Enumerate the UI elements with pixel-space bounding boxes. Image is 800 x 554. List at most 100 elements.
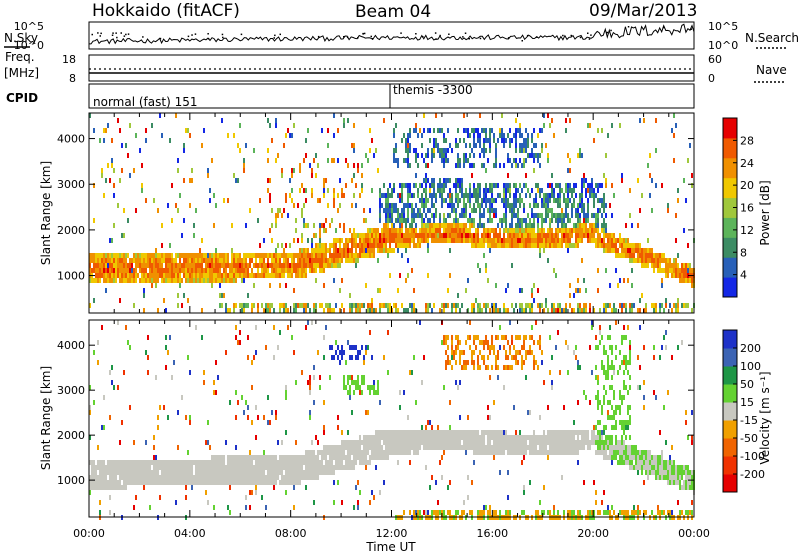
power-cell [339, 248, 341, 253]
velocity-cell [447, 435, 449, 440]
velocity-cell [217, 460, 219, 465]
velocity-cell [359, 460, 361, 465]
power-cell [479, 113, 481, 118]
velocity-cell [377, 440, 379, 445]
power-cell [503, 228, 505, 233]
velocity-cell [551, 380, 553, 385]
velocity-cell [549, 430, 551, 435]
velocity-cell [535, 360, 537, 365]
power-cell [381, 193, 383, 198]
power-cell [393, 238, 395, 243]
velocity-cell [451, 355, 453, 360]
velocity-cell [529, 440, 531, 445]
velocity-cell [507, 365, 509, 370]
power-cell [369, 238, 371, 243]
power-cell [483, 238, 485, 243]
power-cell [583, 183, 585, 188]
power-cell [589, 188, 591, 193]
velocity-cell [431, 440, 433, 445]
power-cell [485, 238, 487, 243]
velocity-cell [141, 480, 143, 485]
power-cell [305, 253, 307, 258]
velocity-cell [561, 475, 563, 480]
noise-sky-trace [89, 23, 695, 45]
velocity-cell [559, 440, 561, 445]
power-cell [201, 278, 203, 283]
power-cell [175, 273, 177, 278]
power-cell [621, 248, 623, 253]
power-cell [129, 173, 131, 178]
velocity-cell [147, 370, 149, 375]
power-cell [589, 228, 591, 233]
power-cell [485, 268, 487, 273]
power-cell [385, 213, 387, 218]
power-cell [279, 303, 281, 308]
velocity-cell [243, 480, 245, 485]
power-cell [265, 253, 267, 258]
power-cell [273, 258, 275, 263]
power-cell [487, 138, 489, 143]
power-cell [439, 238, 441, 243]
power-cell [545, 203, 547, 208]
power-cell [475, 188, 477, 193]
velocity-cell [289, 470, 291, 475]
power-cell [513, 233, 515, 238]
power-cell [431, 203, 433, 208]
velocity-cell [233, 480, 235, 485]
velocity-cell [113, 465, 115, 470]
velocity-cell [517, 360, 519, 365]
velocity-cell [537, 365, 539, 370]
power-cell [235, 273, 237, 278]
noise-search-point [357, 37, 359, 39]
power-cell [465, 193, 467, 198]
velocity-cell [397, 450, 399, 455]
power-cell [441, 203, 443, 208]
velocity-cell [203, 475, 205, 480]
noise-panel: N.Sky 10^5 10^0 10^5 10^0 N.Search [4, 20, 799, 52]
power-cell [89, 278, 91, 283]
velocity-cell [89, 485, 91, 490]
power-cell [409, 233, 411, 238]
power-cell [449, 178, 451, 183]
velocity-cell [511, 335, 513, 340]
velocity-cell [221, 475, 223, 480]
power-cell [647, 248, 649, 253]
power-cell [257, 218, 259, 223]
power-cell [195, 278, 197, 283]
power-cell [677, 263, 679, 268]
power-cell [315, 153, 317, 158]
velocity-cell [367, 435, 369, 440]
velocity-cell [497, 335, 499, 340]
power-cell [181, 278, 183, 283]
power-cell [311, 253, 313, 258]
power-cell [521, 238, 523, 243]
velocity-cell [337, 460, 339, 465]
power-cell [225, 278, 227, 283]
power-cell [393, 233, 395, 238]
velocity-cell [205, 490, 207, 495]
power-cell [603, 228, 605, 233]
power-cell [333, 158, 335, 163]
noise-search-point [112, 32, 114, 34]
velocity-cell [369, 500, 371, 505]
power-cell [119, 273, 121, 278]
power-cell [451, 228, 453, 233]
power-cell [413, 233, 415, 238]
power-cell [389, 203, 391, 208]
power-cell [449, 248, 451, 253]
velocity-cell [469, 435, 471, 440]
velocity-cell [239, 480, 241, 485]
power-cell [473, 238, 475, 243]
power-cell [365, 153, 367, 158]
velocity-cell [343, 350, 345, 355]
power-cell [545, 143, 547, 148]
velocity-cell [203, 480, 205, 485]
velocity-cell [479, 340, 481, 345]
velocity-cell [239, 470, 241, 475]
velocity-cell [467, 430, 469, 435]
power-cell [223, 293, 225, 298]
power-cell [603, 193, 605, 198]
velocity-cell [173, 360, 175, 365]
power-cell [189, 278, 191, 283]
power-cell [575, 193, 577, 198]
